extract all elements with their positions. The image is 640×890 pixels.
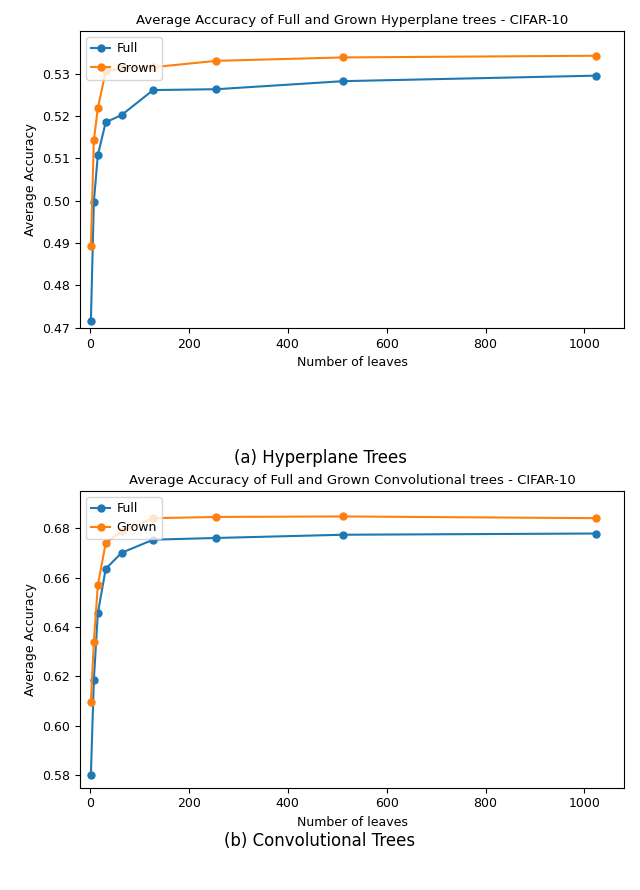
Grown (90, 135, 98, 146)
Grown (118, 526, 125, 537)
Grown (339, 511, 347, 522)
Text: (b) Convolutional Trees: (b) Convolutional Trees (225, 832, 415, 850)
Full (94, 150, 102, 161)
Full (212, 84, 220, 94)
Full (593, 70, 600, 81)
Title: Average Accuracy of Full and Grown Convolutional trees - CIFAR-10: Average Accuracy of Full and Grown Convo… (129, 474, 575, 487)
Grown (87, 241, 95, 252)
Full (102, 117, 109, 127)
Full (87, 316, 95, 327)
Full (212, 532, 220, 543)
Grown (212, 55, 220, 66)
Full (339, 530, 347, 540)
Full (102, 563, 109, 574)
Grown (593, 513, 600, 523)
Grown (94, 103, 102, 114)
Legend: Full, Grown: Full, Grown (86, 37, 162, 79)
Y-axis label: Average Accuracy: Average Accuracy (24, 123, 36, 236)
Full (90, 675, 98, 685)
X-axis label: Number of leaves: Number of leaves (296, 356, 408, 369)
Grown (149, 513, 157, 523)
Grown (87, 697, 95, 708)
Grown (212, 512, 220, 522)
Full (149, 534, 157, 545)
Full (149, 85, 157, 95)
Full (87, 770, 95, 781)
Legend: Full, Grown: Full, Grown (86, 498, 162, 539)
Title: Average Accuracy of Full and Grown Hyperplane trees - CIFAR-10: Average Accuracy of Full and Grown Hyper… (136, 14, 568, 28)
Grown (102, 66, 109, 77)
Y-axis label: Average Accuracy: Average Accuracy (24, 583, 36, 696)
Grown (94, 580, 102, 591)
Grown (593, 51, 600, 61)
Grown (339, 53, 347, 63)
X-axis label: Number of leaves: Number of leaves (296, 816, 408, 829)
Line: Full: Full (88, 72, 600, 325)
Full (118, 109, 125, 120)
Full (593, 528, 600, 538)
Line: Grown: Grown (88, 513, 600, 706)
Grown (102, 538, 109, 548)
Grown (118, 63, 125, 74)
Full (118, 547, 125, 558)
Line: Full: Full (88, 530, 600, 778)
Full (339, 76, 347, 86)
Grown (149, 61, 157, 72)
Line: Grown: Grown (88, 53, 600, 250)
Full (90, 197, 98, 207)
Text: (a) Hyperplane Trees: (a) Hyperplane Trees (234, 449, 406, 467)
Full (94, 608, 102, 619)
Grown (90, 636, 98, 647)
